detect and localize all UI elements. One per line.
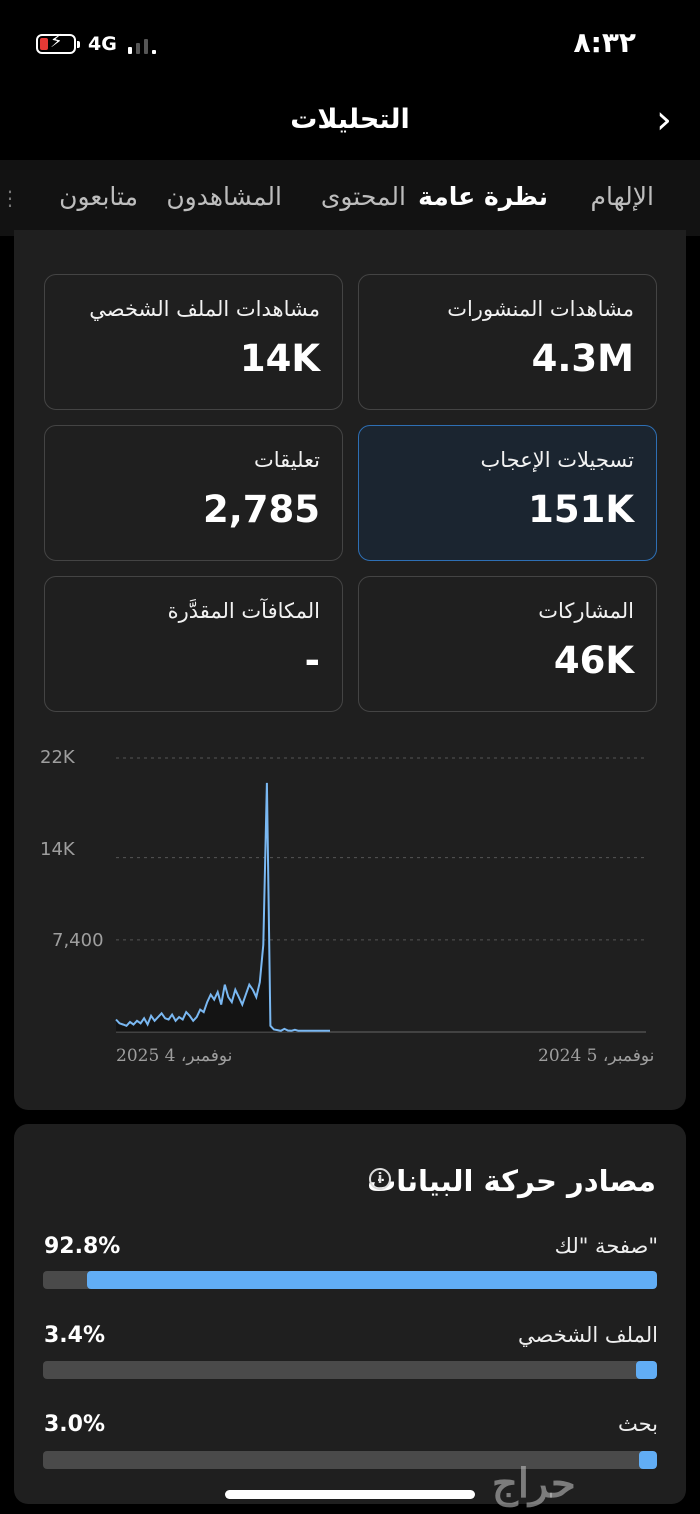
tab-overview[interactable]: نظرة عامة — [418, 182, 548, 211]
metric-label: المشاركات — [538, 599, 634, 623]
metric-value: 151K — [528, 488, 634, 531]
x-tick-label: نوفمبر، 4 2025 — [116, 1046, 233, 1066]
metric-label: المكافآت المقدَّرة — [167, 599, 320, 623]
page-title: التحليلات — [290, 104, 410, 135]
metric-value: - — [304, 639, 320, 682]
battery-icon: ⚡ — [36, 33, 80, 54]
source-label: الملف الشخصي — [518, 1323, 658, 1347]
source-percent: 3.4% — [44, 1323, 106, 1348]
source-label: بحث — [617, 1412, 658, 1436]
metric-value: 4.3M — [531, 337, 634, 380]
source-percent: 92.8% — [44, 1234, 121, 1259]
tab-inspiration[interactable]: الإلهام — [590, 182, 654, 211]
metric-value: 46K — [553, 639, 634, 682]
x-tick-label: نوفمبر، 5 2024 — [538, 1046, 655, 1066]
network-type: 4G — [88, 33, 117, 55]
source-bar — [43, 1271, 657, 1289]
source-bar — [43, 1451, 657, 1469]
y-tick-label: 22K — [40, 747, 75, 768]
info-icon[interactable]: i — [369, 1168, 391, 1190]
source-bar — [43, 1361, 657, 1379]
tab-followers[interactable]: متابعون — [59, 182, 138, 211]
metric-shares[interactable]: المشاركات 46K — [358, 576, 657, 712]
metric-label: مشاهدات المنشورات — [447, 297, 634, 321]
chevron-right-icon[interactable]: › — [656, 97, 672, 143]
metric-label: تسجيلات الإعجاب — [480, 448, 634, 472]
metric-value: 14K — [239, 337, 320, 380]
source-label: صفحة "لك" — [554, 1234, 658, 1258]
source-bar-fill — [638, 1451, 657, 1469]
metric-label: تعليقات — [253, 448, 320, 472]
y-tick-label: 14K — [40, 839, 75, 860]
source-percent: 3.0% — [44, 1412, 106, 1437]
status-bar: ⚡ 4G ٨:٣٢ — [0, 0, 700, 90]
metric-label: مشاهدات الملف الشخصي — [89, 297, 320, 321]
traffic-sources-card: مصادر حركة البيانات i 92.8% صفحة "لك" 3.… — [14, 1124, 686, 1504]
tab-edge-indicator: ⋮ — [0, 186, 20, 210]
y-tick-label: 7,400 — [52, 930, 104, 951]
traffic-title: مصادر حركة البيانات — [367, 1164, 656, 1198]
metric-profile-views[interactable]: مشاهدات الملف الشخصي 14K — [44, 274, 343, 410]
metric-value: 2,785 — [202, 488, 320, 531]
metric-estimated-rewards[interactable]: المكافآت المقدَّرة - — [44, 576, 343, 712]
status-time: ٨:٣٢ — [573, 26, 636, 59]
tab-bar — [0, 160, 700, 236]
metric-post-views[interactable]: مشاهدات المنشورات 4.3M — [358, 274, 657, 410]
metric-likes[interactable]: تسجيلات الإعجاب 151K — [358, 425, 657, 561]
metric-comments[interactable]: تعليقات 2,785 — [44, 425, 343, 561]
tab-viewers[interactable]: المشاهدون — [166, 182, 282, 211]
tab-content[interactable]: المحتوى — [320, 182, 406, 211]
source-bar-fill — [636, 1361, 657, 1379]
source-bar-fill — [87, 1271, 657, 1289]
home-indicator — [225, 1490, 475, 1499]
watermark-logo: حراج — [492, 1460, 576, 1507]
signal-icon — [128, 36, 160, 54]
